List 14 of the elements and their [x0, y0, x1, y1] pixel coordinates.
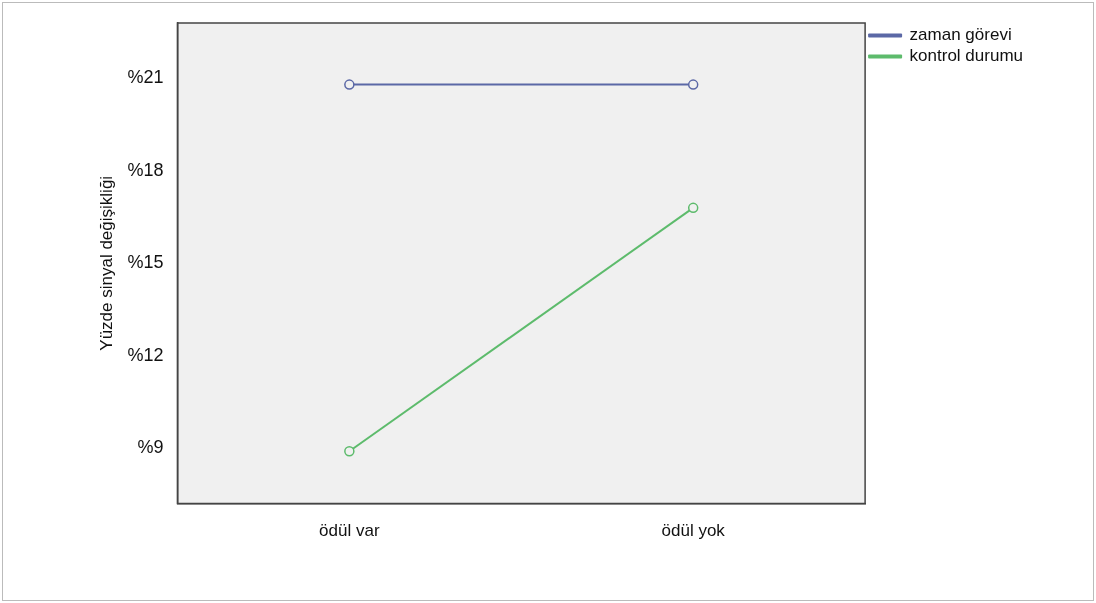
y-tick-label: %15	[127, 252, 164, 273]
y-axis-title: Yüzde sinyal değişikliği	[96, 175, 116, 351]
legend-label: kontrol durumu	[909, 46, 1023, 66]
point	[344, 445, 355, 457]
legend-label: zaman görevi	[909, 25, 1012, 45]
point	[344, 79, 355, 90]
y-tick-label: %21	[127, 67, 164, 88]
x-tick-label: ödül yok	[661, 521, 726, 541]
x-tick-label: ödül var	[319, 521, 380, 541]
y-tick-label: %18	[127, 159, 164, 180]
point	[687, 202, 699, 214]
y-tick-label: %9	[137, 437, 164, 458]
point	[687, 79, 699, 90]
y-tick-label: %12	[127, 344, 164, 365]
